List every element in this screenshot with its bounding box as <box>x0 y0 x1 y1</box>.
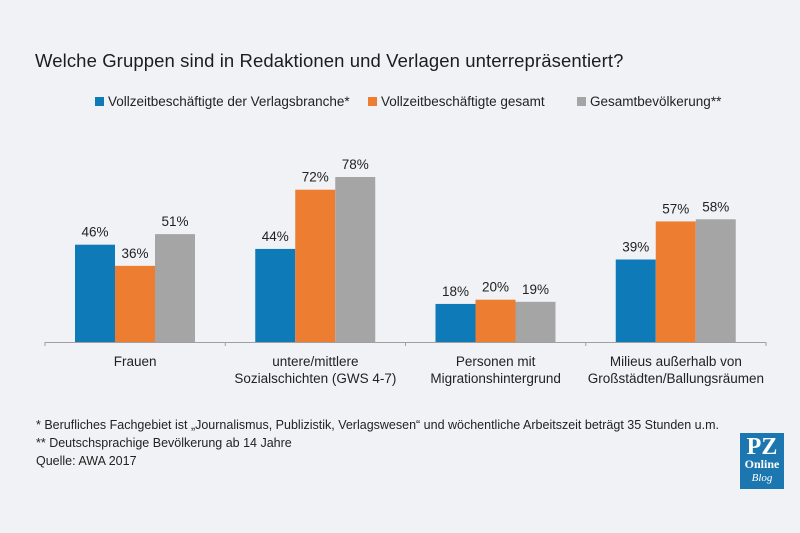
category-label: Milieus außerhalb von <box>610 354 742 369</box>
bar-bevoelkerung <box>695 219 736 342</box>
bar-gesamt <box>475 299 516 342</box>
category-label: Migrationshintergrund <box>430 371 561 386</box>
logo-pz: PZ <box>746 434 778 460</box>
bar-bevoelkerung <box>335 177 376 342</box>
legend-label: Vollzeitbeschäftigte der Verlagsbranche* <box>108 94 350 109</box>
bar-bevoelkerung <box>155 234 195 342</box>
bar-bevoelkerung <box>515 301 556 342</box>
category-label: Frauen <box>114 354 157 369</box>
logo-online: Online <box>744 457 780 471</box>
data-label: 36% <box>121 246 148 261</box>
category-label: Großstädten/Ballungsräumen <box>588 371 764 386</box>
data-label: 78% <box>342 157 369 172</box>
legend-item-gesamt: Vollzeitbeschäftigte gesamt <box>368 94 545 109</box>
data-label: 20% <box>482 280 509 295</box>
bar-verlagsbranche <box>615 259 656 342</box>
data-label: 72% <box>302 170 329 185</box>
legend-item-bevoelkerung: Gesamtbevölkerung** <box>577 94 721 109</box>
category-label: Sozialschichten (GWS 4-7) <box>234 371 396 386</box>
bar-verlagsbranche <box>75 244 115 342</box>
bar-gesamt <box>115 265 155 342</box>
legend-swatch-blue <box>95 97 104 106</box>
legend-item-verlagsbranche: Vollzeitbeschäftigte der Verlagsbranche* <box>95 94 350 109</box>
legend: Vollzeitbeschäftigte der Verlagsbranche*… <box>0 94 800 114</box>
category-label: untere/mittlere <box>272 354 358 369</box>
data-label: 19% <box>522 282 549 297</box>
bar-gesamt <box>655 221 696 342</box>
legend-swatch-orange <box>368 97 377 106</box>
legend-swatch-gray <box>577 97 586 106</box>
category-label: Personen mit <box>456 354 536 369</box>
chart-title: Welche Gruppen sind in Redaktionen und V… <box>35 50 624 71</box>
footnote-2: ** Deutschsprachige Bevölkerung ab 14 Ja… <box>36 436 292 450</box>
bar-verlagsbranche <box>435 303 476 342</box>
bar-verlagsbranche <box>255 248 296 342</box>
data-label: 51% <box>161 214 188 229</box>
data-label: 39% <box>622 240 649 255</box>
data-label: 18% <box>442 284 469 299</box>
logo-blog: Blog <box>751 472 773 484</box>
data-label: 44% <box>262 229 289 244</box>
data-label: 57% <box>662 201 689 216</box>
footnote-1: * Berufliches Fachgebiet ist „Journalism… <box>36 418 719 432</box>
legend-label: Vollzeitbeschäftigte gesamt <box>381 94 545 109</box>
pz-online-blog-logo: PZ Online Blog <box>740 433 784 489</box>
source-note: Quelle: AWA 2017 <box>36 454 137 468</box>
data-label: 46% <box>81 225 108 240</box>
legend-label: Gesamtbevölkerung** <box>590 94 722 109</box>
data-label: 58% <box>702 199 729 214</box>
bar-gesamt <box>295 189 336 342</box>
bar-chart: 46% 36% 51% Frauen 44% 72% 78% untere/mittlere S… <box>44 157 767 386</box>
